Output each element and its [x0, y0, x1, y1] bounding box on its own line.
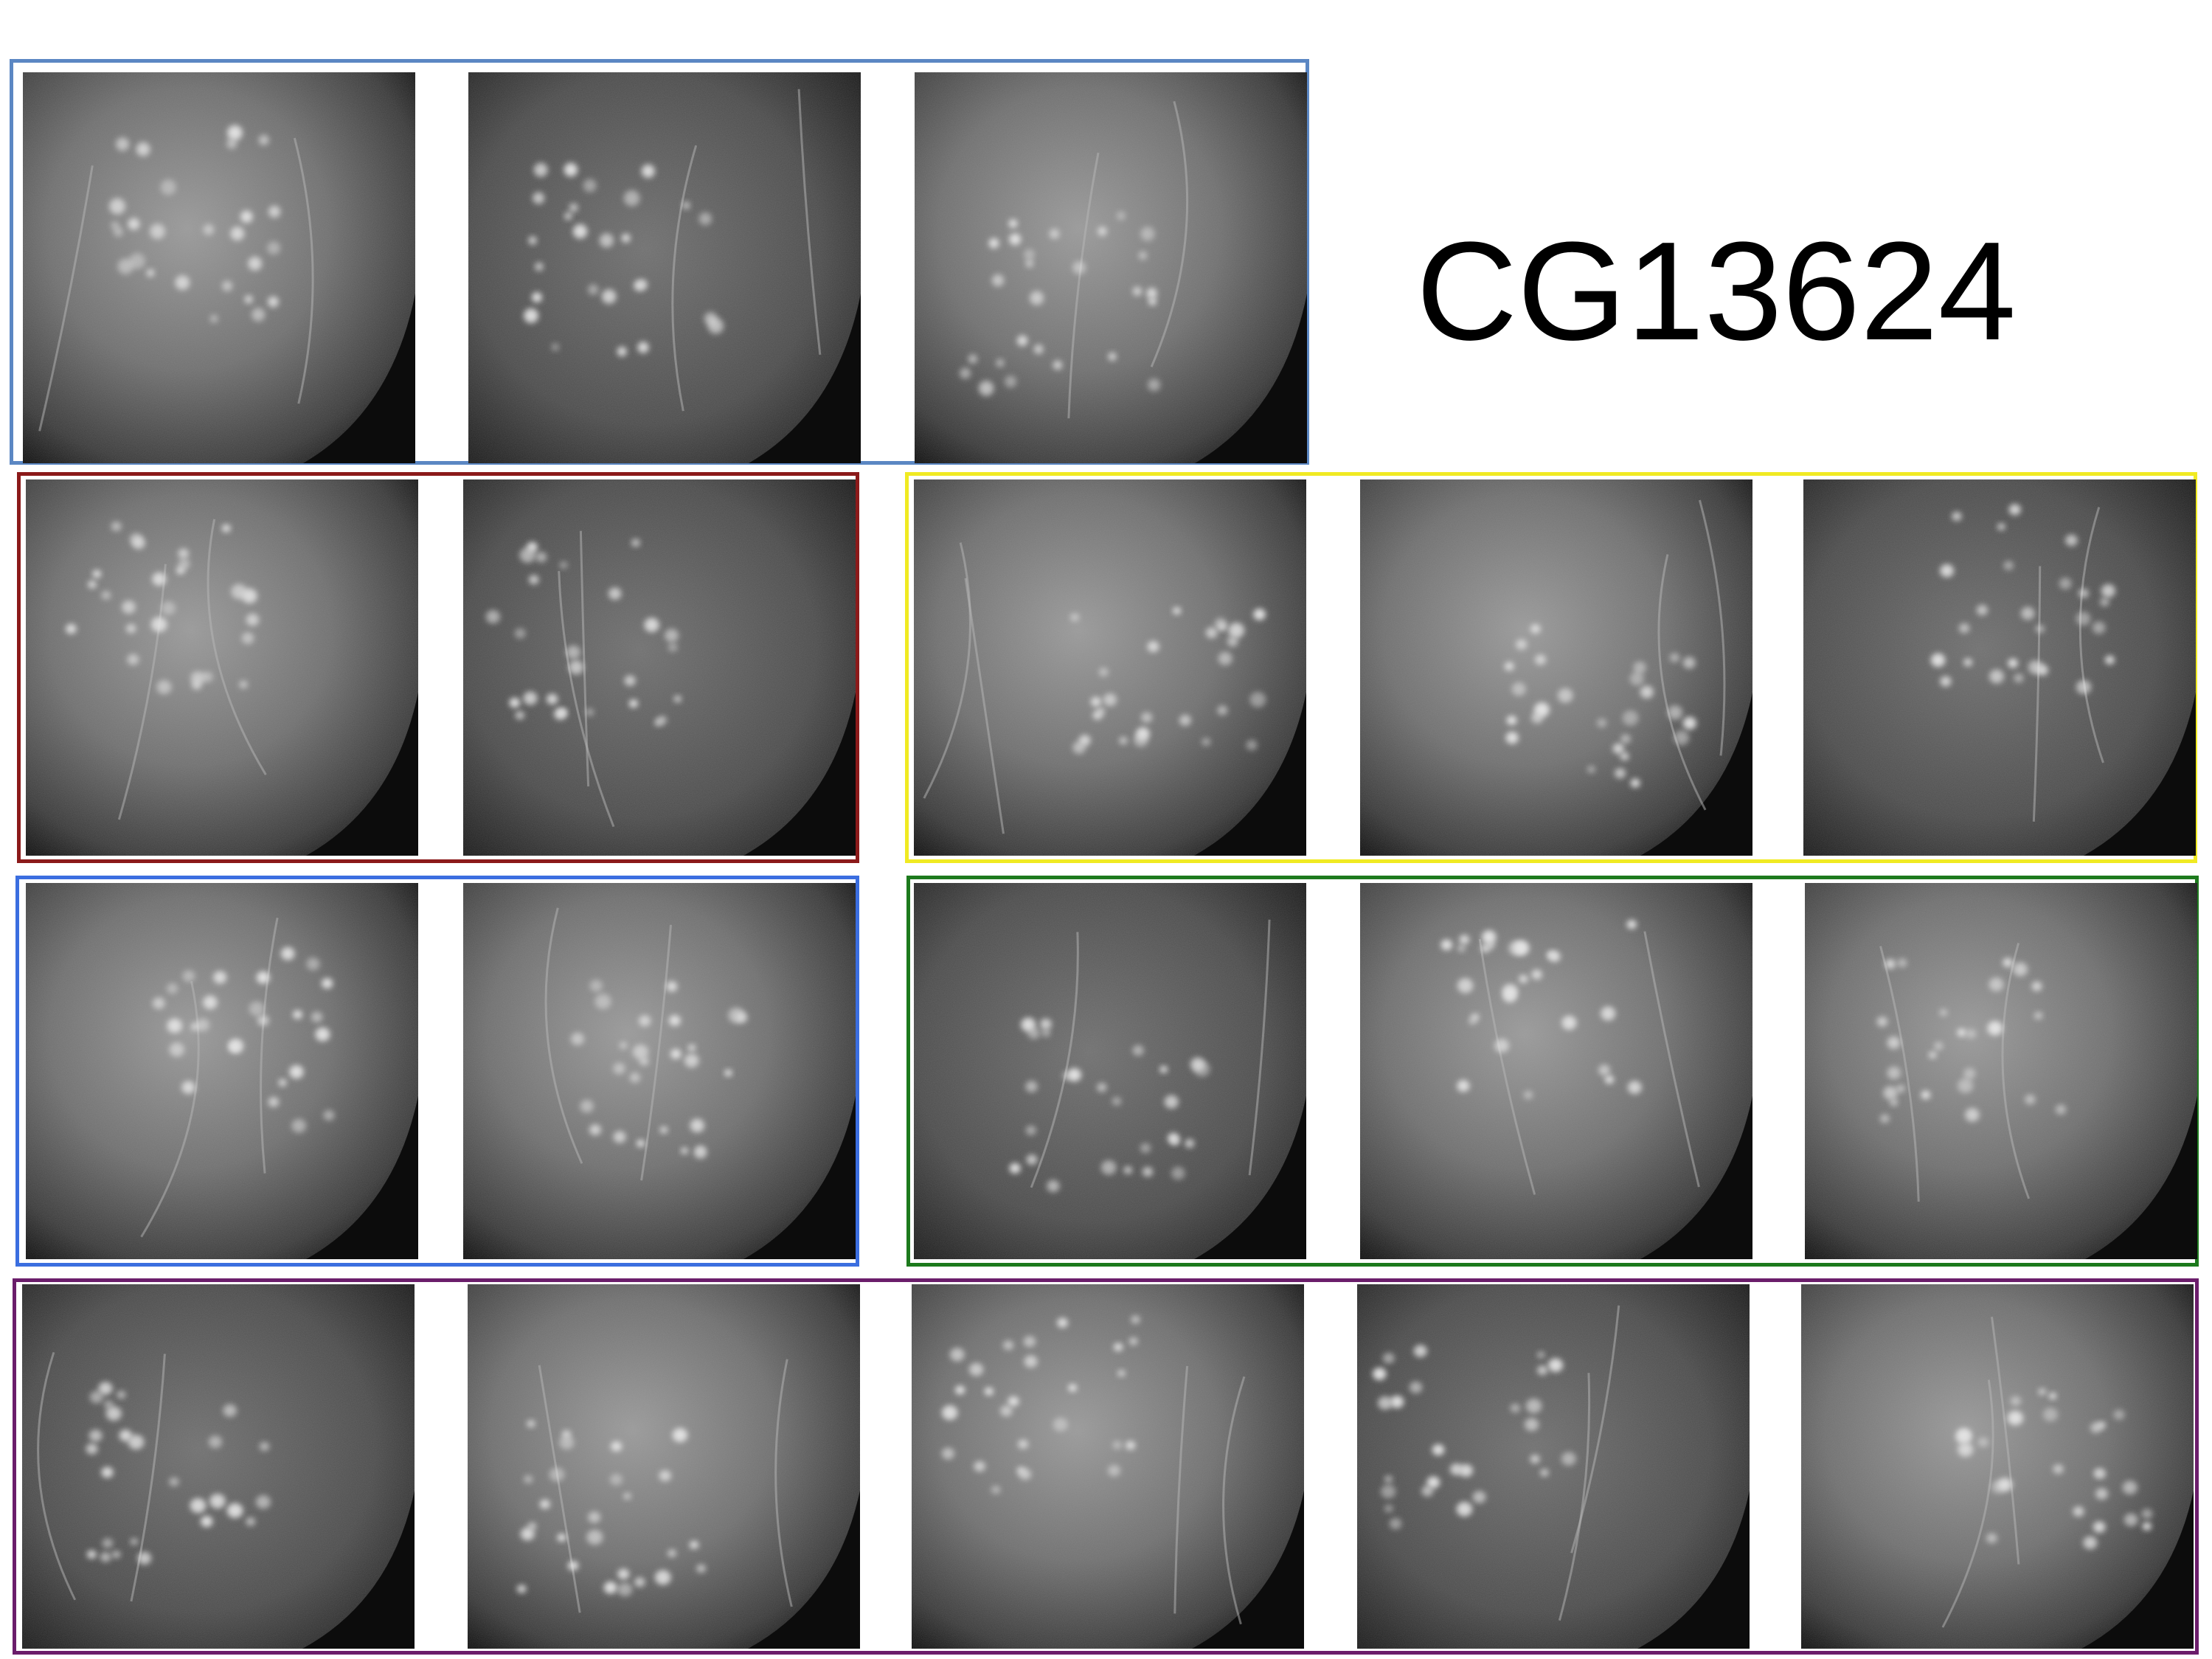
tissue-fluorescence-image: [1803, 479, 2196, 856]
microscopy-image: [468, 72, 861, 463]
microscopy-image: [1801, 1284, 2194, 1649]
tissue-fluorescence-image: [463, 479, 856, 856]
panel-group-2: [17, 472, 859, 863]
tissue-fluorescence-image: [1357, 1284, 1750, 1649]
tissue-fluorescence-image: [914, 479, 1306, 856]
microscopy-image: [914, 883, 1306, 1259]
gene-title: CG13624: [1416, 213, 2017, 370]
tissue-fluorescence-image: [912, 1284, 1304, 1649]
microscopy-image: [1803, 479, 2196, 856]
tissue-fluorescence-image: [1360, 883, 1752, 1259]
microscopy-image: [915, 72, 1307, 463]
microscopy-image: [1805, 883, 2197, 1259]
tissue-fluorescence-image: [463, 883, 856, 1259]
tissue-fluorescence-image: [22, 1284, 415, 1649]
microscopy-image: [26, 479, 418, 856]
panel-group-5: [906, 876, 2199, 1267]
panel-group-1: [10, 59, 1309, 465]
tissue-fluorescence-image: [1801, 1284, 2194, 1649]
panel-group-4: [15, 876, 859, 1267]
microscopy-image: [22, 1284, 415, 1649]
microscopy-image: [26, 883, 418, 1259]
microscopy-image: [1357, 1284, 1750, 1649]
tissue-fluorescence-image: [26, 883, 418, 1259]
tissue-fluorescence-image: [468, 1284, 860, 1649]
tissue-fluorescence-image: [915, 72, 1307, 463]
tissue-fluorescence-image: [1805, 883, 2197, 1259]
microscopy-image: [1360, 883, 1752, 1259]
tissue-fluorescence-image: [468, 72, 861, 463]
microscopy-image: [1360, 479, 1752, 856]
microscopy-image: [23, 72, 415, 463]
microscopy-image: [914, 479, 1306, 856]
microscopy-image: [463, 883, 856, 1259]
microscopy-image: [468, 1284, 860, 1649]
tissue-fluorescence-image: [1360, 479, 1752, 856]
microscopy-image: [463, 479, 856, 856]
tissue-fluorescence-image: [26, 479, 418, 856]
microscopy-image: [912, 1284, 1304, 1649]
panel-group-3: [905, 472, 2197, 863]
tissue-fluorescence-image: [914, 883, 1306, 1259]
tissue-fluorescence-image: [23, 72, 415, 463]
panel-group-6: [13, 1278, 2199, 1655]
